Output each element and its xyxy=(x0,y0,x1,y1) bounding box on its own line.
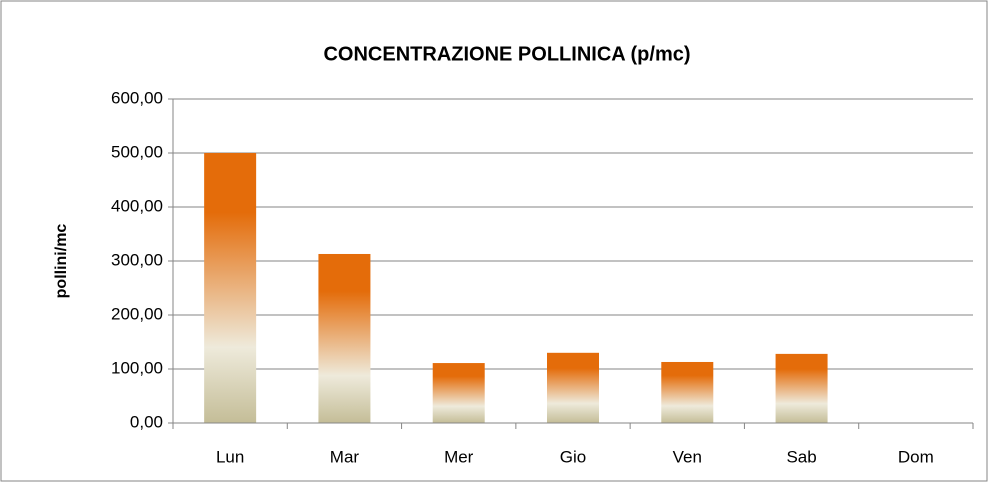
x-tick-label: Mar xyxy=(330,447,360,466)
chart-title: CONCENTRAZIONE POLLINICA (p/mc) xyxy=(323,43,690,65)
x-tick-label: Lun xyxy=(216,447,244,466)
y-tick-label: 300,00 xyxy=(111,250,163,269)
y-tick-label: 100,00 xyxy=(111,358,163,377)
x-tick-label: Sab xyxy=(786,447,816,466)
x-tick-label: Gio xyxy=(560,447,586,466)
y-tick-label: 400,00 xyxy=(111,196,163,215)
bar xyxy=(204,153,257,423)
x-tick-label: Ven xyxy=(673,447,702,466)
bar xyxy=(318,253,371,423)
y-tick-label: 600,00 xyxy=(111,88,163,107)
x-tick-label: Dom xyxy=(898,447,934,466)
y-axis-label: pollini/mc xyxy=(53,224,70,299)
bar xyxy=(547,352,599,423)
bar xyxy=(661,361,714,423)
y-tick-label: 200,00 xyxy=(111,304,163,323)
bar xyxy=(775,353,828,423)
y-tick-label: 500,00 xyxy=(111,142,163,161)
y-tick-label: 0,00 xyxy=(130,412,163,431)
bar xyxy=(432,363,485,423)
x-tick-label: Mer xyxy=(444,447,474,466)
